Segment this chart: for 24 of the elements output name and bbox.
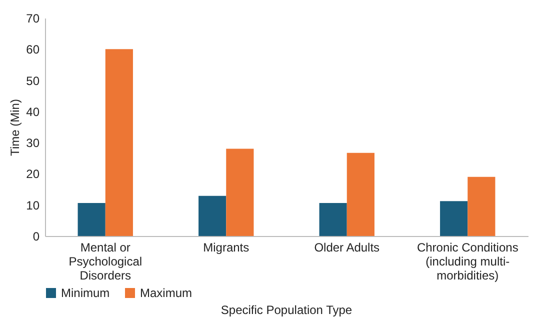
y-tick-label: 10 — [26, 198, 40, 212]
x-tick-label: Mental or Psychological Disorders — [68, 240, 142, 282]
x-tick-label: Migrants — [203, 240, 250, 254]
x-axis-title: Specific Population Type — [220, 303, 352, 317]
x-tick-label: Older Adults — [314, 240, 380, 254]
x-tick-label: Chronic Conditions (including multi-morbidities) — [416, 240, 518, 282]
legend-label: Minimum — [61, 286, 110, 300]
bar — [440, 201, 468, 236]
bar — [198, 196, 226, 236]
y-tick-label: 60 — [26, 42, 40, 57]
y-tick-label: 20 — [26, 167, 40, 182]
bar — [346, 152, 374, 236]
y-tick-label: 30 — [26, 136, 40, 150]
bar — [226, 148, 254, 236]
bar — [319, 202, 347, 236]
y-tick-label: 40 — [26, 104, 40, 119]
legend-label: Maximum — [140, 286, 192, 300]
bar — [105, 49, 133, 236]
y-tick-label: 50 — [26, 74, 40, 88]
bar — [78, 202, 106, 236]
y-tick-label: 0 — [32, 230, 40, 244]
bar — [468, 176, 496, 236]
y-axis-title: Time (Min) — [8, 99, 22, 156]
y-tick-label: 70 — [26, 12, 40, 26]
